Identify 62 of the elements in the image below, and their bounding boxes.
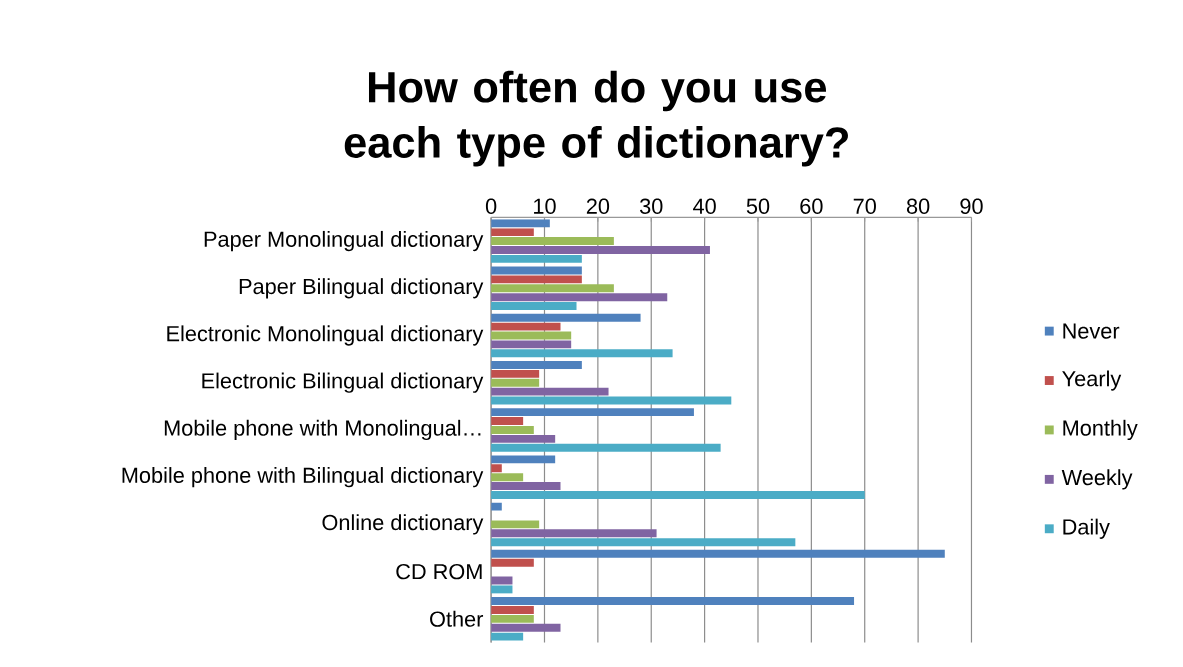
bar [491, 529, 657, 538]
bar [491, 520, 540, 529]
bar [491, 284, 614, 293]
bar [491, 237, 614, 245]
bar [491, 502, 502, 511]
bar [491, 425, 534, 434]
legend-label: Never [1063, 323, 1120, 339]
x-tick-label: 60 [800, 198, 823, 214]
bar [491, 313, 641, 322]
bar [491, 538, 796, 547]
bar [491, 275, 582, 284]
bar [491, 408, 694, 417]
chart-title: How often do you use each type of dictionary? [344, 70, 848, 167]
x-tick-label: 40 [693, 198, 716, 214]
bar [491, 245, 710, 254]
bar [491, 387, 609, 396]
bar [491, 417, 524, 425]
x-tick-label: 30 [639, 198, 663, 214]
x-tick-label: 10 [534, 198, 556, 214]
bar [491, 632, 524, 641]
bar [491, 443, 721, 452]
bar [491, 340, 572, 349]
y-tick-label: Paper Monolingual dictionary [204, 230, 484, 252]
y-tick-label: Electronic Monolingual dictionary [167, 325, 484, 346]
bar [491, 614, 534, 623]
legend-label: Daily [1063, 518, 1110, 539]
bar [491, 360, 582, 369]
bar [491, 349, 673, 358]
legend-label: Yearly [1062, 370, 1122, 391]
bar [491, 302, 577, 310]
y-tick-label: Mobile phone with Monolingual… [164, 419, 481, 441]
y-tick-label: Electronic Bilingual dictionary [202, 372, 484, 393]
bar [491, 558, 534, 567]
x-tick-label: 20 [586, 198, 610, 214]
bar [491, 322, 561, 331]
bar [491, 369, 540, 378]
legend-label: Weekly [1061, 469, 1133, 490]
bar [491, 597, 855, 605]
bar [491, 482, 561, 490]
y-tick-label: Mobile phone with Bilingual dictionary [122, 466, 484, 488]
bar [491, 605, 534, 614]
bar [491, 623, 561, 632]
x-tick-label: 50 [746, 198, 770, 214]
bar [491, 254, 582, 263]
bar [491, 293, 668, 302]
bar [491, 490, 865, 499]
x-tick-label: 70 [853, 198, 876, 214]
bar [491, 434, 556, 443]
x-tick-label: 0 [485, 198, 497, 214]
bar [491, 549, 945, 558]
bar [491, 464, 502, 473]
y-tick-label: Paper Bilingual dictionary [239, 278, 484, 299]
x-tick-label: 90 [960, 198, 983, 214]
y-tick-label: Online dictionary [322, 514, 484, 535]
y-tick-label: Other [430, 610, 484, 627]
bar [491, 378, 540, 387]
y-tick-label: CD ROM [396, 563, 482, 580]
x-tick-label: 80 [906, 198, 930, 214]
legend-label: Monthly [1063, 419, 1138, 440]
bar [491, 473, 524, 482]
bar [491, 455, 556, 464]
bar [491, 585, 513, 594]
